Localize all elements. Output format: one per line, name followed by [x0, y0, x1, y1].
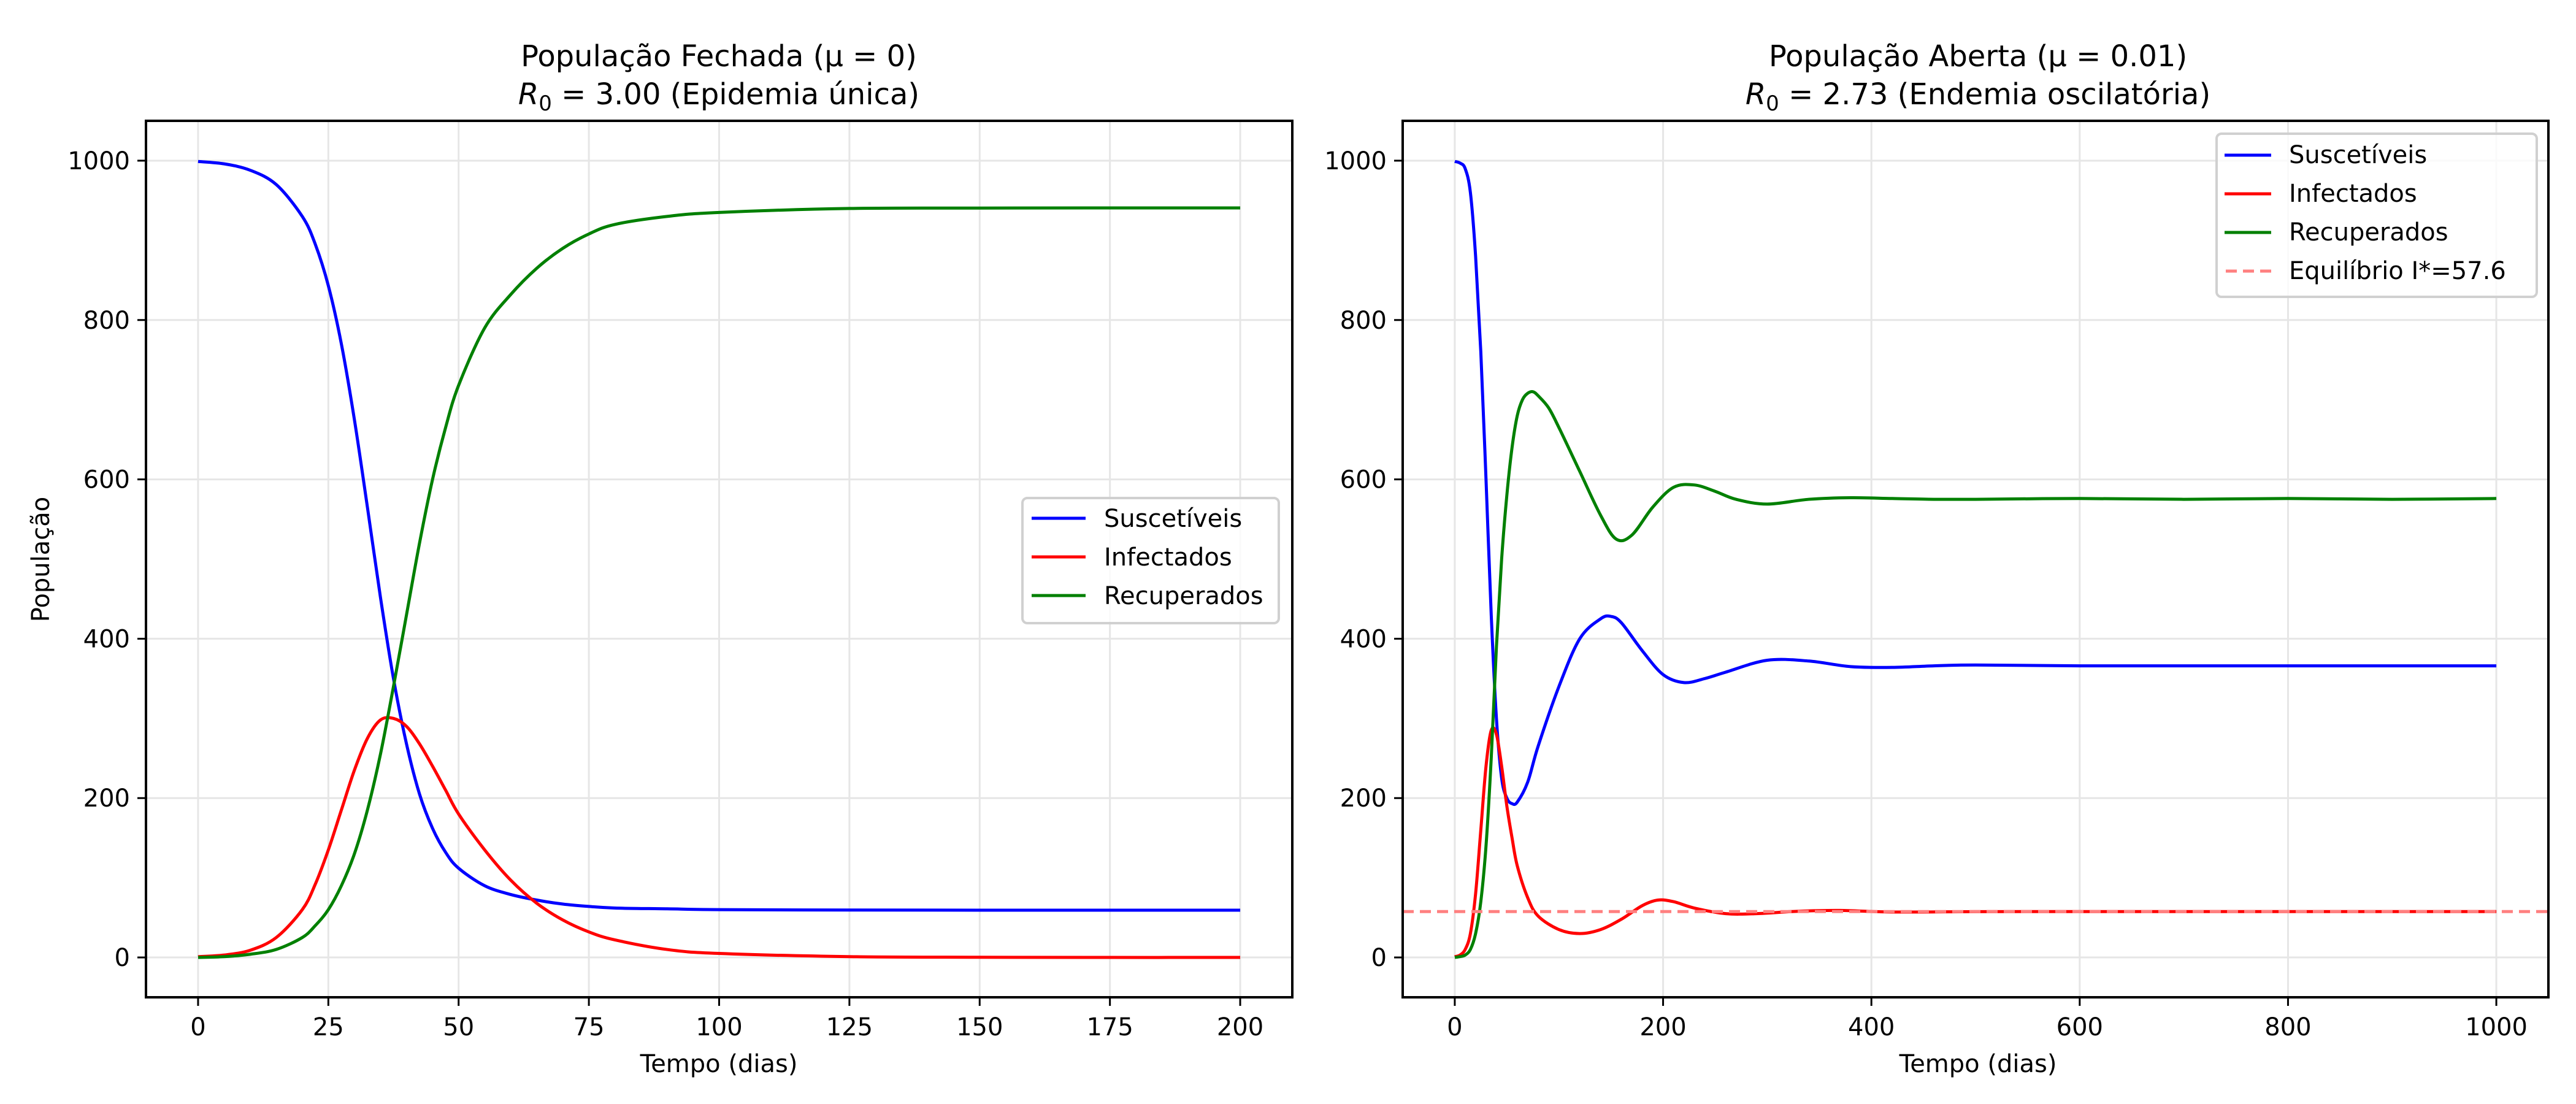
x-tick-label: 25	[313, 1013, 344, 1041]
legend-label-equilibrium: Equilíbrio I*=57.6	[2289, 257, 2506, 285]
y-tick-label: 0	[1371, 944, 1387, 972]
x-tick-label: 600	[2057, 1013, 2103, 1041]
legend-label-infected: Infectados	[2289, 180, 2417, 208]
y-tick-label: 200	[83, 784, 130, 813]
data-curves	[1403, 159, 2548, 959]
x-axis-label: Tempo (dias)	[640, 1050, 798, 1078]
x-tick-label: 100	[696, 1013, 742, 1041]
chart-open-population: População Aberta (μ = 0.01) R0 = 2.73 (E…	[1324, 39, 2550, 1078]
y-tick-label: 200	[1340, 784, 1387, 813]
curve-infected	[1454, 726, 2497, 959]
x-axis-label: Tempo (dias)	[1899, 1050, 2057, 1078]
chart-title-line1: População Fechada (μ = 0)	[521, 39, 917, 74]
curve-infected	[197, 716, 1241, 959]
x-tick-label: 0	[190, 1013, 205, 1041]
x-axis-ticks: 0 25 50 75 100 125 150 175 200	[190, 997, 1263, 1041]
y-tick-label: 800	[83, 307, 130, 335]
x-tick-label: 800	[2264, 1013, 2311, 1041]
y-tick-label: 400	[83, 625, 130, 653]
grid-lines	[146, 121, 1292, 997]
x-tick-label: 1000	[2465, 1013, 2528, 1041]
chart-title-line2: R0 = 2.73 (Endemia oscilatória)	[1746, 77, 2210, 116]
axes-frame	[1401, 120, 2550, 999]
legend-label-recovered: Recuperados	[1104, 582, 1263, 610]
chart-title-line1: População Aberta (μ = 0.01)	[1769, 39, 2187, 74]
legend-label-recovered: Recuperados	[2289, 218, 2448, 247]
x-tick-label: 125	[826, 1013, 873, 1041]
legend-label-susceptible: Suscetíveis	[1104, 505, 1242, 533]
y-tick-label: 800	[1340, 307, 1387, 335]
x-tick-label: 200	[1639, 1013, 1686, 1041]
x-tick-label: 175	[1086, 1013, 1133, 1041]
x-tick-label: 75	[573, 1013, 605, 1041]
y-axis-ticks: 0 200 400 600 800 1000	[1324, 147, 1403, 972]
y-tick-label: 1000	[67, 147, 130, 175]
y-axis-label: População	[27, 497, 55, 623]
legend-label-susceptible: Suscetíveis	[2289, 141, 2427, 169]
x-tick-label: 400	[1848, 1013, 1895, 1041]
curve-susceptible	[1454, 159, 2497, 807]
x-tick-label: 50	[443, 1013, 474, 1041]
legend-box	[2215, 132, 2538, 298]
x-tick-label: 200	[1217, 1013, 1263, 1041]
x-axis-ticks: 0 200 400 600 800 1000	[1447, 997, 2528, 1041]
curve-susceptible	[197, 159, 1241, 912]
legend-label-infected: Infectados	[1104, 543, 1232, 572]
chart-closed-population: População Fechada (μ = 0) R0 = 3.00 (Epi…	[27, 39, 1294, 1078]
y-tick-label: 600	[83, 466, 130, 494]
y-tick-label: 600	[1340, 466, 1387, 494]
y-axis-ticks: 0 200 400 600 800 1000	[67, 147, 146, 972]
x-tick-label: 150	[956, 1013, 1003, 1041]
legend: Suscetíveis Infectados Recuperados	[1021, 497, 1280, 624]
legend-box	[1021, 497, 1280, 624]
curve-recovered	[1454, 390, 2497, 959]
y-tick-label: 400	[1340, 625, 1387, 653]
chart-title-line2: R0 = 3.00 (Epidemia única)	[518, 77, 919, 116]
data-curves	[197, 159, 1241, 959]
y-tick-label: 0	[115, 944, 130, 972]
x-tick-label: 0	[1447, 1013, 1462, 1041]
legend: Suscetíveis Infectados Recuperados Equil…	[2215, 132, 2538, 298]
y-tick-label: 1000	[1324, 147, 1387, 175]
curve-recovered	[197, 206, 1241, 959]
